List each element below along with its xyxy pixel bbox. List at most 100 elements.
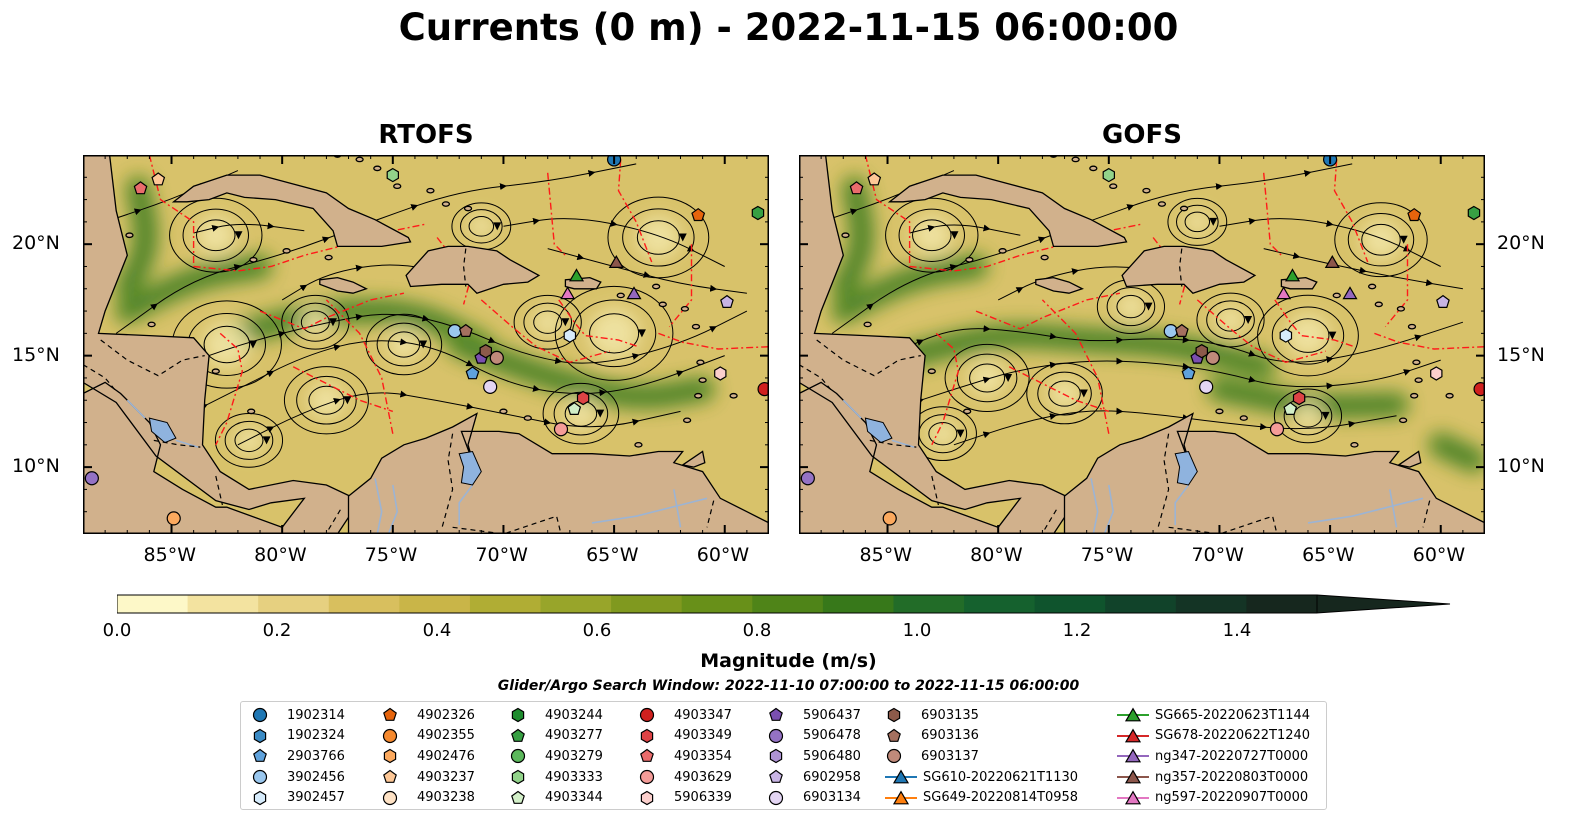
- legend-column-2: 4903244 4903277 4903279 4903333 4903344: [509, 705, 603, 808]
- legend-item: ng357-20220803T0000: [1117, 767, 1310, 788]
- eez-line-0: [864, 155, 911, 267]
- river-1: [1090, 478, 1099, 534]
- border-3: [931, 475, 939, 506]
- colorbar-segment-0: [117, 595, 189, 613]
- eddy-streamline-2-0: [1048, 380, 1081, 407]
- country-borders: [799, 248, 1431, 534]
- island-2: [1089, 165, 1098, 172]
- map-marker-11: [447, 324, 462, 339]
- border-2: [869, 439, 917, 448]
- map-marker-4: [691, 207, 706, 222]
- streamline-3: [237, 390, 681, 446]
- map-marker-12: [458, 323, 473, 337]
- legend-item: SG678-20220622T1240: [1117, 726, 1310, 747]
- legend-label: SG665-20220623T1144: [1155, 707, 1311, 723]
- eddy-streamline-3-1: [376, 322, 432, 367]
- legend-swatch: [886, 749, 902, 764]
- legend-marker: [887, 708, 901, 723]
- eddy-core-5: [636, 215, 680, 260]
- map-marker-12: [1174, 323, 1189, 337]
- eez-line-3: [1008, 366, 1110, 413]
- legend-item: 6903137: [885, 746, 1078, 767]
- eddy-streamline-7-0: [234, 428, 264, 453]
- x-tick-label: 60°W: [1412, 544, 1466, 566]
- legend-marker: [639, 708, 655, 723]
- island-16: [1332, 292, 1341, 299]
- legend-column-3: 4903347 4903349 4903354 4903629 5906339: [638, 705, 732, 808]
- rivers: [126, 399, 708, 534]
- eddy-streamline-7-2: [1273, 388, 1343, 444]
- legend-item: 4903237: [381, 767, 475, 788]
- colorbar-segment-15: [1175, 595, 1247, 613]
- legend-marker: [511, 790, 525, 804]
- eddy-streamline-3-0: [387, 331, 421, 358]
- legend-item: 5906437: [767, 705, 861, 726]
- legend-marker: [1124, 790, 1142, 805]
- colorbar-segment-4: [399, 595, 471, 613]
- map-marker-17: [465, 366, 480, 380]
- island-18: [499, 408, 508, 415]
- map-marker-22: [1283, 401, 1298, 415]
- land-jamaica: [1035, 276, 1084, 294]
- colorbar-outline: [117, 594, 1317, 614]
- eddy-arrow-3: [1144, 302, 1153, 311]
- eddy-streamline-7-1: [1283, 396, 1333, 436]
- legend-item: 4902326: [381, 705, 475, 726]
- legend-item: ng597-20220907T0000: [1117, 787, 1310, 808]
- legend-label: 5906339: [674, 790, 732, 806]
- island-23: [147, 321, 156, 328]
- eez-line-4: [1196, 299, 1326, 364]
- eez-line-10: [325, 299, 394, 434]
- legend-item: 6903134: [767, 787, 861, 808]
- x-tick-label: 60°W: [696, 544, 750, 566]
- lake-maracaibo: [458, 450, 482, 486]
- legend-label: ng347-20220727T0000: [1155, 748, 1309, 764]
- eddy-core-2: [1048, 377, 1081, 410]
- legend-swatch: [640, 790, 654, 805]
- border-5: [440, 433, 454, 530]
- eddy-arrow-1: [248, 340, 257, 349]
- map-marker-7: [1276, 286, 1292, 300]
- land-trinidad: [681, 450, 706, 468]
- legend-swatch: [511, 790, 525, 804]
- border-8: [1178, 248, 1183, 287]
- island-21: [998, 248, 1007, 254]
- eddy-streamline-9-2: [1196, 292, 1265, 348]
- legend-label: 1902314: [287, 707, 345, 723]
- map-frame: [799, 155, 1485, 534]
- legend-item: 5906478: [767, 726, 861, 747]
- legend-swatch: [511, 708, 525, 723]
- colorbar-tick-label: 0.6: [582, 620, 612, 641]
- legend-swatch: [885, 790, 917, 805]
- eddy-core-6: [928, 419, 958, 449]
- map-marker-5: [1467, 205, 1481, 221]
- legend-label: 3902457: [287, 790, 345, 806]
- border-2: [153, 439, 201, 448]
- streamline-0: [831, 163, 1353, 334]
- map-marker-7: [560, 286, 576, 300]
- border-5: [1156, 433, 1170, 530]
- colorbar-segment-11: [893, 595, 965, 613]
- eez-boundaries: [148, 155, 769, 446]
- colorbar-segment-16: [1246, 595, 1318, 613]
- land: [799, 155, 1485, 534]
- eez-line-5: [1274, 299, 1355, 348]
- eddy-streamline-8-2: [542, 382, 620, 445]
- border-7: [1422, 500, 1431, 528]
- colorbar-extend-arrow: [1316, 594, 1451, 614]
- legend-label: 4903237: [417, 769, 475, 785]
- legend-label: 4902355: [417, 728, 475, 744]
- eddy-streamline-10-1: [523, 302, 573, 342]
- eddy-streamline-4-0: [589, 313, 640, 354]
- eddy-core-8: [1184, 209, 1210, 235]
- legend-label: SG649-20220814T0958: [923, 790, 1079, 806]
- lake-nicaragua: [148, 417, 177, 444]
- eddy-streamline-0-2: [169, 197, 263, 273]
- eez-line-8: [1333, 159, 1369, 263]
- legend-item: 5906480: [767, 746, 861, 767]
- figure-title: Currents (0 m) - 2022-11-15 06:00:00: [398, 6, 1179, 49]
- legend-item: 4903244: [509, 705, 603, 726]
- colorbar-segment-9: [752, 595, 824, 613]
- border-8: [462, 248, 467, 287]
- island-22: [125, 232, 134, 239]
